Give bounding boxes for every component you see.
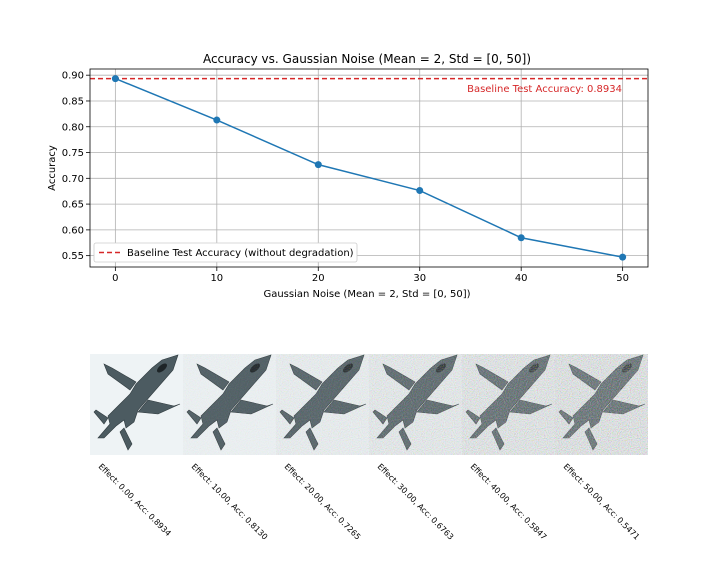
jet-thumbnail: [183, 354, 276, 455]
accuracy-line: [115, 77, 623, 258]
baseline-annotation: Baseline Test Accuracy: 0.8934: [467, 84, 622, 95]
data-point: [314, 161, 322, 169]
data-point: [213, 116, 221, 124]
legend: Baseline Test Accuracy (without degradat…: [93, 242, 358, 263]
y-tick-label: 0.90: [62, 71, 84, 82]
y-axis-label: Accuracy: [47, 145, 58, 191]
thumbnail-strip: [90, 354, 648, 455]
y-tick-label: 0.85: [62, 96, 84, 107]
data-point: [619, 253, 627, 261]
plot-frame: [89, 68, 649, 268]
legend-entry: Baseline Test Accuracy (without degradat…: [127, 248, 354, 259]
jet-thumbnail: [462, 354, 555, 455]
y-tick-label: 0.80: [62, 122, 84, 133]
y-tick-label: 0.55: [62, 251, 84, 262]
y-tick-label: 0.65: [62, 200, 84, 211]
series-line: [115, 77, 623, 258]
data-point: [111, 75, 119, 83]
x-tick-label: 40: [515, 273, 528, 284]
jet-thumbnail: [90, 354, 183, 455]
jet-thumbnail: [276, 354, 369, 455]
jet-thumbnail: [369, 354, 462, 455]
data-points: [111, 75, 627, 261]
data-point: [416, 187, 424, 195]
y-tick-label: 0.70: [62, 174, 84, 185]
x-tick-label: 10: [210, 273, 223, 284]
y-ticks: 0.55 0.60 0.65 0.70 0.75 0.80 0.85 0.90: [62, 71, 90, 262]
chart-title: Accuracy vs. Gaussian Noise (Mean = 2, S…: [203, 52, 531, 66]
x-ticks: 0 10 20 30 40 50: [112, 267, 629, 284]
jet-thumbnail: [555, 354, 648, 455]
data-point: [517, 234, 525, 242]
x-tick-label: 50: [616, 273, 629, 284]
y-tick-label: 0.75: [62, 148, 84, 159]
x-tick-label: 0: [112, 273, 118, 284]
y-tick-label: 0.60: [62, 225, 84, 236]
x-axis-label: Gaussian Noise (Mean = 2, Std = [0, 50]): [263, 289, 470, 300]
x-tick-label: 20: [312, 273, 325, 284]
grid: [90, 69, 648, 267]
legend-box: [93, 242, 358, 263]
x-tick-label: 30: [413, 273, 426, 284]
